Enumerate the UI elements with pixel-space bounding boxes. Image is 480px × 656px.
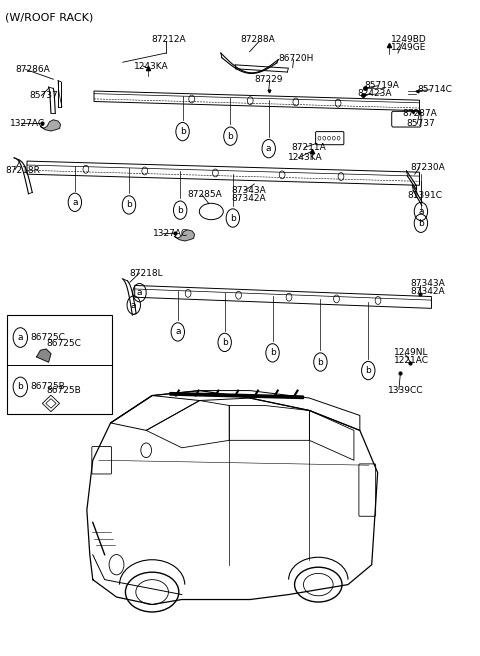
Text: b: b	[318, 358, 324, 367]
Text: 1327AC: 1327AC	[10, 119, 46, 128]
Text: 1249NL: 1249NL	[394, 348, 429, 358]
Text: 86725C: 86725C	[46, 339, 81, 348]
Text: 81391C: 81391C	[408, 191, 443, 199]
Text: 87343A: 87343A	[231, 186, 266, 195]
Text: a: a	[418, 207, 424, 216]
Text: 87285A: 87285A	[187, 190, 222, 199]
Text: b: b	[270, 348, 276, 358]
Text: b: b	[17, 382, 23, 392]
Text: b: b	[126, 201, 132, 209]
Text: 1249GE: 1249GE	[391, 43, 426, 52]
Polygon shape	[36, 349, 51, 362]
Text: 1339CC: 1339CC	[388, 386, 424, 396]
Polygon shape	[40, 120, 60, 131]
Text: 1243KA: 1243KA	[134, 62, 168, 71]
Text: 86720H: 86720H	[278, 54, 313, 63]
Text: 87230A: 87230A	[410, 163, 444, 172]
Text: a: a	[131, 300, 136, 310]
Text: 1243KA: 1243KA	[288, 154, 323, 162]
Text: 1327AC: 1327AC	[153, 229, 188, 238]
Text: 1249BD: 1249BD	[391, 35, 427, 45]
Text: 86725B: 86725B	[31, 382, 66, 392]
Text: 87342A: 87342A	[231, 194, 266, 203]
Text: 86725B: 86725B	[46, 386, 81, 396]
Text: 87342A: 87342A	[410, 287, 444, 296]
Text: b: b	[180, 127, 185, 136]
Text: a: a	[175, 327, 180, 337]
Text: a: a	[137, 288, 142, 297]
Text: 87218L: 87218L	[129, 268, 163, 277]
Text: 87212A: 87212A	[152, 35, 186, 45]
Text: 85719A: 85719A	[364, 81, 399, 91]
Text: (W/ROOF RACK): (W/ROOF RACK)	[5, 12, 94, 22]
Text: 87288A: 87288A	[240, 35, 275, 45]
Text: 87211A: 87211A	[292, 143, 326, 152]
Text: b: b	[228, 132, 233, 140]
Text: b: b	[222, 338, 228, 347]
Text: b: b	[418, 218, 424, 228]
Text: a: a	[266, 144, 272, 153]
Text: 86725C: 86725C	[31, 333, 66, 342]
Text: 87229: 87229	[254, 75, 283, 84]
Text: a: a	[18, 333, 23, 342]
Text: 87287A: 87287A	[403, 109, 437, 118]
Polygon shape	[174, 230, 194, 241]
Text: b: b	[177, 206, 183, 215]
Polygon shape	[170, 392, 303, 399]
Text: 85714C: 85714C	[417, 85, 452, 94]
Text: a: a	[72, 198, 78, 207]
Text: b: b	[230, 213, 236, 222]
Text: 85737: 85737	[29, 91, 58, 100]
Text: 82423A: 82423A	[357, 89, 392, 98]
Text: 85737: 85737	[407, 119, 435, 129]
Text: 87286A: 87286A	[15, 65, 50, 74]
Text: 87343A: 87343A	[410, 279, 444, 288]
Text: 1221AC: 1221AC	[394, 356, 429, 365]
Text: b: b	[365, 366, 371, 375]
Text: 87218R: 87218R	[5, 167, 40, 175]
